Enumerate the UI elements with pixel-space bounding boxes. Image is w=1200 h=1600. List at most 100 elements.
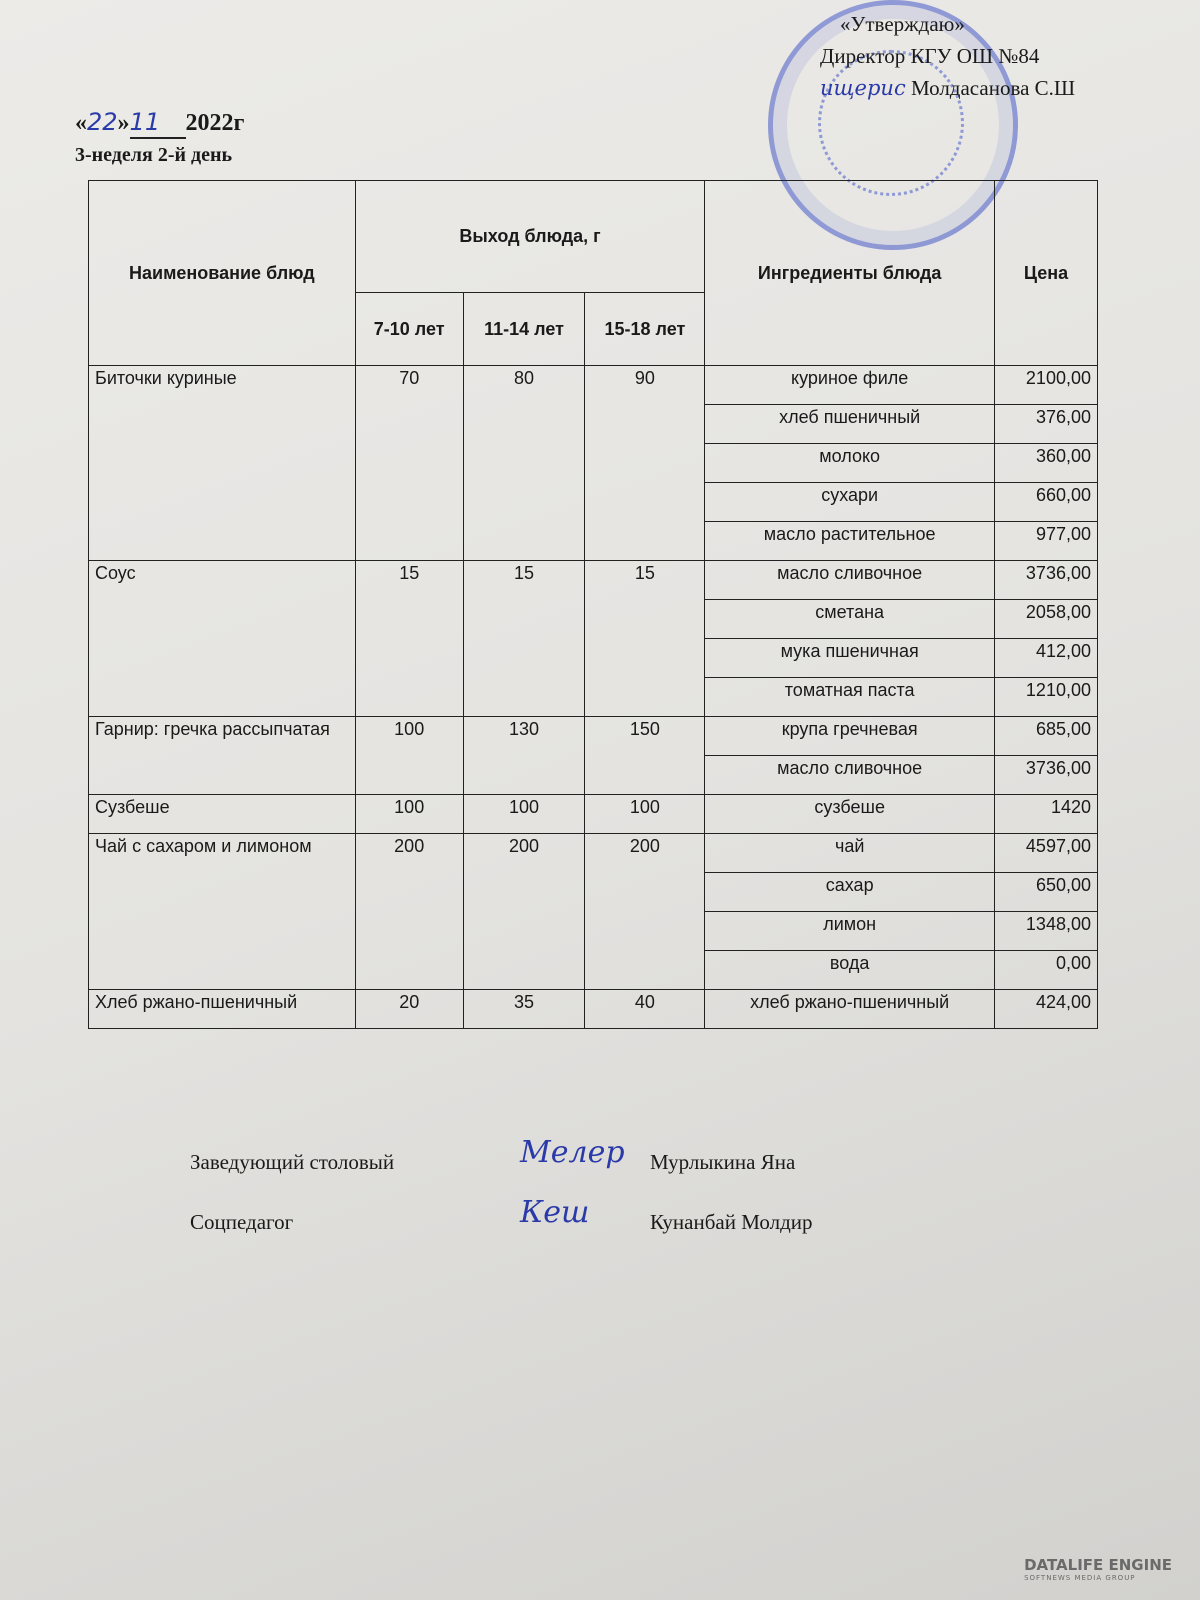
menu-table: Наименование блюд Выход блюда, г Ингреди… [88, 180, 1098, 1029]
ingredient-price: 1420 [994, 794, 1098, 834]
header-yield: Выход блюда, г [354, 180, 706, 293]
table-row: Биточки куриные 70 80 90 куриное филе 2100,00 [88, 365, 1098, 561]
signature-name: Мурлыкина Яна [650, 1150, 796, 1174]
ingredient-name: масло растительное [704, 521, 996, 561]
ingredient-name: сахар [704, 872, 996, 912]
signature-row: Соцпедагог Кеш Кунанбай Молдир [190, 1195, 890, 1255]
yield-15-18: 100 [584, 794, 706, 834]
watermark: DATALIFE ENGINE SOFTNEWS MEDIA GROUP [1024, 1556, 1172, 1582]
ingredient-price: 4597,00 [994, 833, 1098, 873]
approval-title: «Утверждаю» [840, 12, 965, 36]
dish-name: Гарнир: гречка рассыпчатая [88, 716, 356, 795]
header-dish-name: Наименование блюд [88, 180, 356, 366]
yield-11-14: 130 [462, 716, 586, 795]
table-row: Гарнир: гречка рассыпчатая 100 130 150 крупа… [88, 716, 1098, 795]
date-day: 22 [87, 108, 118, 136]
ingredient-price: 3736,00 [994, 755, 1098, 795]
ingredient-name: сметана [704, 599, 996, 639]
header-price: Цена [994, 180, 1098, 366]
ingredient-name: лимон [704, 911, 996, 951]
handwritten-signature: Мелер [520, 1135, 625, 1170]
ingredient-price: 1210,00 [994, 677, 1098, 717]
table-row: мука пшеничная 412,00 [89, 638, 1098, 678]
ingredient-name: молоко [704, 443, 996, 483]
signature-name: Кунанбай Молдир [650, 1210, 813, 1234]
yield-11-14: 35 [462, 989, 586, 1029]
ingredient-name: крупа гречневая [704, 716, 996, 756]
table-row: томатная паста 1210,00 [89, 677, 1098, 717]
handwritten-signature: Кеш [520, 1195, 590, 1230]
dish-name: Сузбеше [88, 794, 356, 834]
yield-15-18: 40 [584, 989, 706, 1029]
signatures-block: Заведующий столовый Мелер Мурлыкина Яна … [190, 1135, 890, 1255]
ingredient-name: хлеб пшеничный [704, 404, 996, 444]
signature-role: Соцпедагог [190, 1210, 294, 1234]
yield-7-10: 15 [354, 560, 464, 717]
table-row: хлеб пшеничный 376,00 [89, 404, 1098, 444]
ingredient-name: вода [704, 950, 996, 990]
ingredient-name: мука пшеничная [704, 638, 996, 678]
yield-11-14: 80 [462, 365, 586, 561]
director-signature: ищерис [820, 76, 906, 100]
dish-name: Соус [88, 560, 356, 717]
table-row: масло растительное 977,00 [89, 521, 1098, 561]
ingredient-price: 376,00 [994, 404, 1098, 444]
yield-11-14: 200 [462, 833, 586, 990]
yield-7-10: 100 [354, 716, 464, 795]
yield-7-10: 100 [354, 794, 464, 834]
yield-15-18: 90 [584, 365, 706, 561]
watermark-title: DATALIFE ENGINE [1024, 1556, 1172, 1574]
table-row: молоко 360,00 [89, 443, 1098, 483]
ingredient-price: 660,00 [994, 482, 1098, 522]
document-date: «22»11 2022г [75, 108, 244, 139]
watermark-subtitle: SOFTNEWS MEDIA GROUP [1024, 1574, 1136, 1582]
date-month: 11 [129, 108, 161, 136]
ingredient-price: 1348,00 [994, 911, 1098, 951]
ingredient-price: 360,00 [994, 443, 1098, 483]
header-age-15-18: 15-18 лет [584, 292, 706, 366]
dish-name: Биточки куриные [88, 365, 356, 561]
ingredient-name: сузбеше [704, 794, 996, 834]
approval-position: Директор КГУ ОШ №84 [820, 44, 1040, 68]
signature-role: Заведующий столовый [190, 1150, 395, 1174]
table-row: сухари 660,00 [89, 482, 1098, 522]
ingredient-name: томатная паста [704, 677, 996, 717]
yield-15-18: 200 [584, 833, 706, 990]
approval-block: «Утверждаю» Директор КГУ ОШ №84 ищерис М… [820, 8, 1075, 104]
header-ingredients: Ингредиенты блюда [704, 180, 996, 366]
ingredient-price: 977,00 [994, 521, 1098, 561]
yield-15-18: 150 [584, 716, 706, 795]
table-row: Соус 15 15 15 масло сливочное 3736,00 [88, 560, 1098, 717]
header-age-11-14: 11-14 лет [462, 292, 586, 366]
yield-11-14: 100 [462, 794, 586, 834]
week-day-label: 3-неделя 2-й день [75, 144, 233, 166]
ingredient-name: чай [704, 833, 996, 873]
ingredient-price: 3736,00 [994, 560, 1098, 600]
ingredient-name: масло сливочное [704, 560, 996, 600]
ingredient-price: 650,00 [994, 872, 1098, 912]
ingredient-price: 685,00 [994, 716, 1098, 756]
yield-11-14: 15 [462, 560, 586, 717]
yield-7-10: 70 [354, 365, 464, 561]
yield-15-18: 15 [584, 560, 706, 717]
director-name: Молдасанова С.Ш [910, 76, 1076, 100]
ingredient-price: 2058,00 [994, 599, 1098, 639]
table-row: сметана 2058,00 [89, 599, 1098, 639]
yield-7-10: 200 [354, 833, 464, 990]
ingredient-price: 2100,00 [994, 365, 1098, 405]
signature-row: Заведующий столовый Мелер Мурлыкина Яна [190, 1135, 890, 1195]
table-row: Хлеб ржано-пшеничный 20 35 40 хлеб ржано-пше… [88, 989, 1098, 1029]
dish-name: Хлеб ржано-пшеничный [88, 989, 356, 1029]
table-row: Сузбеше 100 100 100 сузбеше 1420 [88, 794, 1098, 834]
ingredient-name: сухари [704, 482, 996, 522]
table-row: лимон 1348,00 [89, 911, 1098, 951]
yield-7-10: 20 [354, 989, 464, 1029]
ingredient-price: 424,00 [994, 989, 1098, 1029]
ingredient-price: 0,00 [994, 950, 1098, 990]
ingredient-price: 412,00 [994, 638, 1098, 678]
table-row: сахар 650,00 [89, 872, 1098, 912]
date-year: 2022г [185, 110, 245, 136]
dish-name: Чай с сахаром и лимоном [88, 833, 356, 990]
header-age-7-10: 7-10 лет [354, 292, 464, 366]
ingredient-name: хлеб ржано-пшеничный [704, 989, 996, 1029]
